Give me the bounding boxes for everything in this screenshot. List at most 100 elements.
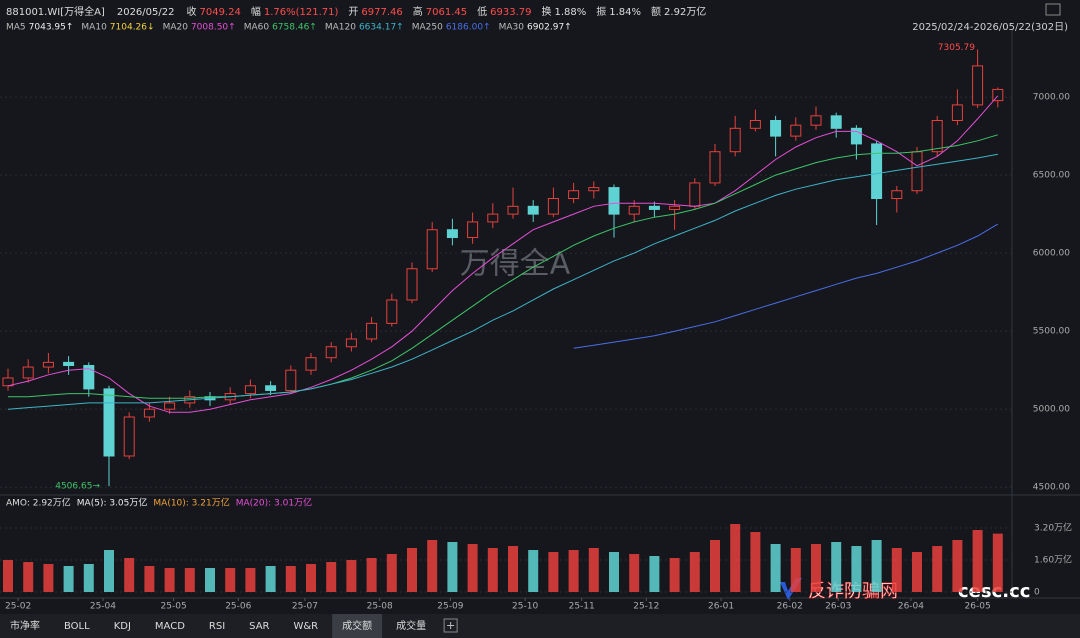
tab[interactable]: MACD <box>145 614 195 638</box>
header-text: 1.88% <box>554 7 586 18</box>
candle-body <box>830 115 842 129</box>
header-text: MA(5): 3.05万亿 <box>77 497 148 509</box>
candle-body <box>83 364 95 390</box>
header-text: MA30 <box>499 23 525 33</box>
window-icon[interactable] <box>1045 3 1061 16</box>
volume-bar <box>730 524 741 592</box>
candle-body <box>386 299 398 324</box>
header-text: MA(10): 3.21万亿 <box>153 497 229 509</box>
header-text: 额 <box>651 5 661 18</box>
volume-bar <box>689 552 700 592</box>
tab[interactable]: KDJ <box>104 614 141 638</box>
candle-body <box>790 124 802 137</box>
volume-bar <box>144 566 155 592</box>
candle-body <box>42 361 54 368</box>
tab-label[interactable]: KDJ <box>114 621 131 632</box>
header-text: 6933.79 <box>490 7 531 18</box>
volume-bar <box>366 558 377 592</box>
y-tick-label: 6000.00 <box>1033 249 1070 259</box>
header-text: AMO: 2.92万亿 <box>6 497 71 509</box>
candle-body <box>951 104 963 122</box>
candle-body <box>305 357 317 371</box>
tab[interactable]: 成交额 <box>332 614 383 638</box>
tab-label[interactable]: BOLL <box>64 621 90 632</box>
tab-label[interactable]: MACD <box>155 621 185 632</box>
header-text: 7049.24 <box>199 7 240 18</box>
candle-body <box>911 151 923 192</box>
candle-body <box>446 229 458 239</box>
header-text: 振 <box>596 5 606 18</box>
header-text: 6977.46 <box>361 7 402 18</box>
header-text: 6186.00↑ <box>446 23 491 33</box>
volume-bar <box>548 552 559 592</box>
candle-body <box>648 205 660 210</box>
x-tick-label: 26-02 <box>777 602 803 612</box>
candle-body <box>63 361 75 366</box>
x-tick-label: 25-04 <box>90 602 116 612</box>
volume-bar <box>447 542 458 592</box>
header-text: MA250 <box>412 23 443 33</box>
tab-bar <box>0 614 1080 638</box>
tab[interactable]: 成交量 <box>386 614 436 638</box>
tab-label[interactable]: RSI <box>209 621 225 632</box>
volume-bar <box>811 544 821 592</box>
header-text: 高 <box>413 5 423 18</box>
header-text: 7061.45 <box>426 7 467 18</box>
volume-bar <box>63 566 74 592</box>
volume-bar <box>992 533 1003 592</box>
volume-bar <box>932 546 943 592</box>
volume-bar <box>710 540 720 592</box>
x-tick-label: 25-10 <box>512 602 538 612</box>
y-tick-label: 5000.00 <box>1033 405 1070 415</box>
tab[interactable]: RSI <box>199 614 235 638</box>
tab-label[interactable]: 成交额 <box>342 619 372 632</box>
annotation: 4506.65→ <box>55 482 100 492</box>
volume-bar <box>952 540 963 592</box>
volume-bar <box>629 554 640 592</box>
y-tick-label: 0 <box>1034 588 1040 598</box>
tab[interactable]: BOLL <box>54 614 100 638</box>
x-tick-label: 25-06 <box>225 602 251 612</box>
volume-bar <box>831 542 842 592</box>
x-tick-label: 26-05 <box>965 602 991 612</box>
watermark: 万得全A <box>460 247 571 282</box>
y-tick-label: 1.60万亿 <box>1034 554 1072 566</box>
volume-bar <box>770 544 781 592</box>
header-text: 7008.50↑ <box>191 23 236 33</box>
tab-label[interactable]: 成交量 <box>396 619 426 632</box>
candle-body <box>507 205 519 215</box>
button-frame <box>443 618 458 633</box>
candle-body <box>406 268 418 301</box>
header-text: 开 <box>348 7 358 18</box>
x-tick-label: 25-08 <box>367 602 393 612</box>
volume-bar <box>508 546 518 592</box>
tab-label[interactable]: 市净率 <box>10 619 40 632</box>
candle-body <box>810 115 822 126</box>
tab-label[interactable]: W&R <box>293 621 318 632</box>
volume-bar <box>568 550 579 592</box>
x-tick-label: 25-07 <box>292 602 318 612</box>
volume-bar <box>23 562 34 592</box>
candle-body <box>689 182 701 207</box>
candle-body <box>285 369 297 391</box>
tab-label[interactable]: SAR <box>249 621 269 632</box>
header-text: 881001.WI[万得全A] <box>6 5 105 18</box>
volume-bar <box>851 546 862 592</box>
candle-body <box>588 187 600 192</box>
ma-line <box>8 134 998 399</box>
tab[interactable]: 市净率 <box>0 614 50 638</box>
add-tab-button[interactable] <box>443 618 458 633</box>
candle-body <box>325 346 337 359</box>
tab[interactable]: SAR <box>239 614 279 638</box>
candle-body <box>103 388 115 457</box>
volume-bar <box>972 530 983 592</box>
volume-bar <box>124 558 135 592</box>
volume-bar <box>588 548 599 592</box>
candle-body <box>164 402 176 410</box>
candle-body <box>547 198 559 215</box>
candle-body <box>244 385 256 395</box>
volume-bar <box>104 550 114 592</box>
header-text: 低 <box>477 5 487 18</box>
tab[interactable]: W&R <box>283 614 328 638</box>
header-text: MA5 <box>6 23 26 33</box>
